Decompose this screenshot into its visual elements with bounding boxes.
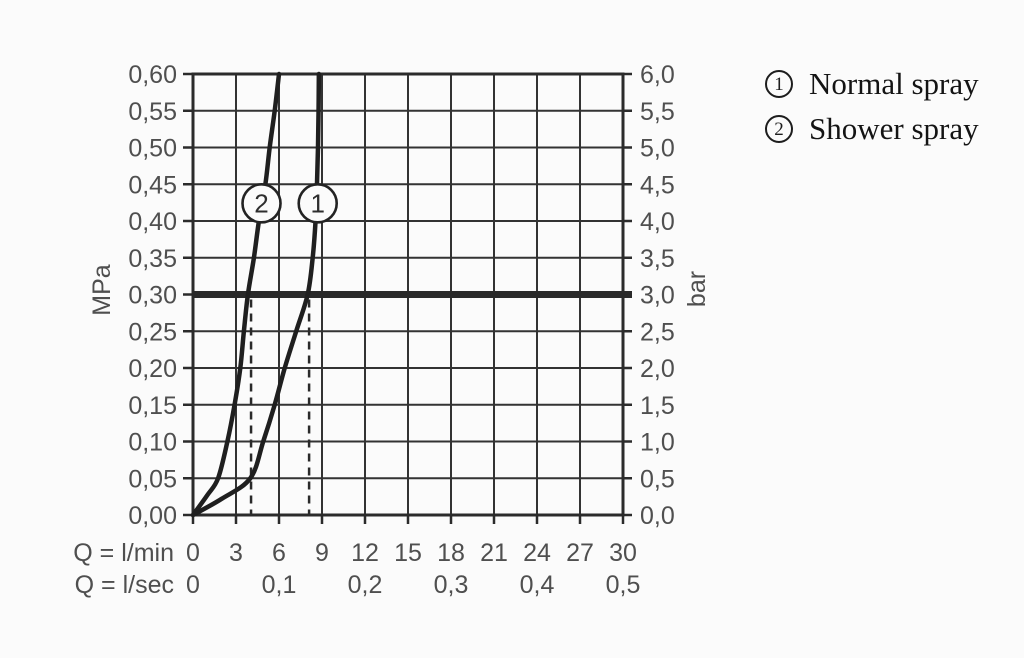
y-right-tick-label: 1,0 xyxy=(640,429,675,457)
y-left-tick-label: 0,00 xyxy=(128,502,177,530)
y-left-tick-label: 0,20 xyxy=(128,355,177,383)
legend-label-normal-spray: Normal spray xyxy=(809,66,979,101)
y-left-tick-label: 0,45 xyxy=(128,171,177,199)
y-left-tick-label: 0,60 xyxy=(128,61,177,89)
y-left-tick-label: 0,05 xyxy=(128,465,177,493)
y-left-tick-label: 0,10 xyxy=(128,429,177,457)
y-left-tick-label: 0,40 xyxy=(128,208,177,236)
legend-symbol-2-icon: 2 xyxy=(765,115,793,143)
y-left-tick-label: 0,55 xyxy=(128,98,177,126)
y-right-unit-label: bar xyxy=(683,271,711,307)
y-right-tick-label: 4,5 xyxy=(640,171,675,199)
curve-marker-number-2: 2 xyxy=(254,188,268,218)
y-left-tick-label: 0,25 xyxy=(128,318,177,346)
x-lmin-tick-label: 6 xyxy=(272,539,286,567)
y-left-tick-label: 0,15 xyxy=(128,392,177,420)
curve-1-normal-spray xyxy=(190,71,322,518)
legend-symbol-1-icon: 1 xyxy=(765,70,793,98)
legend-item-normal-spray: 1 Normal spray xyxy=(765,66,979,102)
legend-item-shower-spray: 2 Shower spray xyxy=(765,111,979,147)
y-right-tick-label: 4,0 xyxy=(640,208,675,236)
x-axis-lsec-unit-label: Q = l/sec xyxy=(75,571,174,599)
y-right-tick-label: 1,5 xyxy=(640,392,675,420)
legend-label-shower-spray: Shower spray xyxy=(809,111,979,146)
y-right-tick-label: 2,0 xyxy=(640,355,675,383)
x-lmin-tick-label: 30 xyxy=(609,539,637,567)
x-lsec-tick-label: 0,2 xyxy=(348,571,383,599)
x-lsec-tick-label: 0,3 xyxy=(434,571,469,599)
y-left-tick-label: 0,50 xyxy=(128,135,177,163)
curve-marker-circle-1 xyxy=(297,183,339,224)
x-lsec-tick-label: 0,5 xyxy=(606,571,641,599)
x-lmin-tick-label: 18 xyxy=(437,539,465,567)
curve-marker-number-1: 1 xyxy=(310,188,324,218)
x-lmin-tick-label: 27 xyxy=(566,539,594,567)
y-right-tick-label: 0,5 xyxy=(640,465,675,493)
y-right-tick-label: 3,5 xyxy=(640,245,675,273)
x-lmin-tick-label: 12 xyxy=(351,539,379,567)
x-lmin-tick-label: 9 xyxy=(315,539,329,567)
y-left-tick-label: 0,35 xyxy=(128,245,177,273)
y-right-tick-label: 5,0 xyxy=(640,135,675,163)
x-lmin-tick-label: 24 xyxy=(523,539,551,567)
legend: 1 Normal spray 2 Shower spray xyxy=(765,66,979,147)
x-lsec-tick-label: 0,1 xyxy=(262,571,297,599)
y-left-unit-label: MPa xyxy=(88,264,116,316)
x-lmin-tick-label: 21 xyxy=(480,539,508,567)
x-lmin-tick-label: 3 xyxy=(229,539,243,567)
curve-2-shower-spray xyxy=(190,71,282,518)
x-lsec-tick-label: 0 xyxy=(186,571,200,599)
y-right-tick-label: 5,5 xyxy=(640,98,675,126)
y-right-tick-label: 6,0 xyxy=(640,61,675,89)
x-lsec-tick-label: 0,4 xyxy=(520,571,555,599)
y-left-tick-label: 0,30 xyxy=(128,282,177,310)
y-right-tick-label: 3,0 xyxy=(640,282,675,310)
x-lmin-tick-label: 0 xyxy=(186,539,200,567)
y-right-tick-label: 2,5 xyxy=(640,318,675,346)
x-axis-lmin-unit-label: Q = l/min xyxy=(73,539,174,567)
curve-marker-circle-2 xyxy=(241,183,282,224)
x-lmin-tick-label: 15 xyxy=(394,539,422,567)
y-right-tick-label: 0,0 xyxy=(640,502,675,530)
